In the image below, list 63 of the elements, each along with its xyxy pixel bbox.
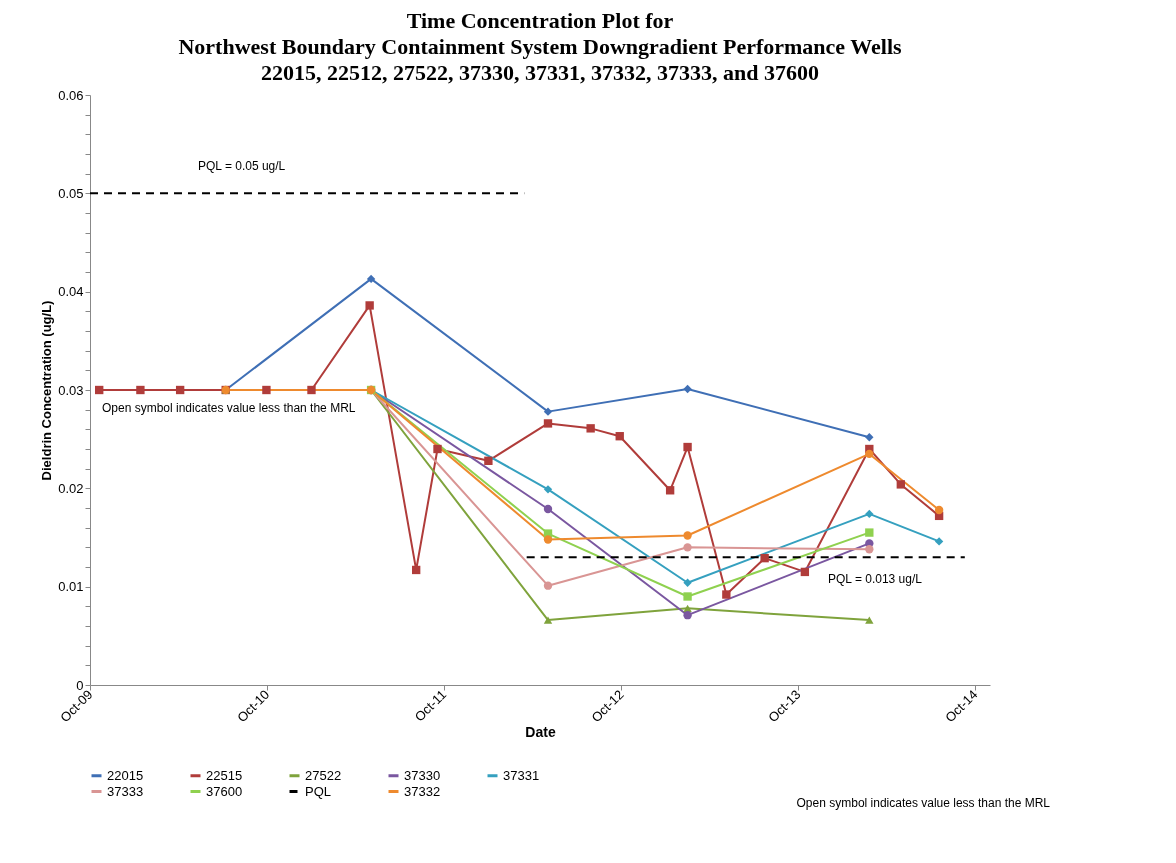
point [543, 535, 553, 544]
legend-label: 37333 [107, 783, 144, 799]
legend-label: 37600 [206, 783, 243, 799]
point [136, 385, 145, 395]
point [175, 385, 185, 395]
point [433, 444, 442, 454]
point [683, 604, 692, 612]
point [683, 531, 692, 540]
y-axis-title: Dieldrin Concentration (ug/L) [39, 300, 55, 481]
point [934, 537, 944, 546]
point [543, 419, 553, 428]
annotation: Open symbol indicates value less than the MRL [102, 400, 356, 415]
y-tick-label: 0.05 [58, 185, 84, 201]
point [484, 456, 493, 465]
point [683, 543, 692, 552]
legend-label: 22015 [107, 767, 144, 783]
point [865, 616, 874, 624]
y-tick-label: 0.01 [58, 579, 84, 595]
point [683, 611, 692, 620]
point [366, 274, 376, 284]
point [865, 433, 874, 442]
point [865, 509, 874, 519]
legend-label: 22515 [206, 767, 243, 783]
point [615, 432, 624, 441]
point [543, 504, 553, 514]
point [683, 578, 692, 587]
point [683, 384, 692, 394]
legend-label: 37330 [404, 767, 441, 783]
point [722, 590, 731, 599]
point [896, 480, 906, 489]
annotation: PQL = 0.013 ug/L [828, 571, 923, 586]
point [865, 528, 874, 537]
point [760, 553, 769, 563]
point [683, 592, 692, 601]
y-tick-label: 0.04 [58, 284, 84, 300]
chart-title: Time Concentration Plot for Northwest Boundary Containment System Downgradient Performance Wells 22015, 22512, 27522, 37330, 37331, 37332, 37333, and 37600 [178, 8, 902, 85]
point [665, 486, 675, 495]
point [543, 616, 553, 624]
point [95, 385, 104, 395]
point [683, 442, 692, 452]
y-tick-label: 0.02 [58, 480, 84, 496]
point [307, 385, 316, 395]
point [411, 565, 421, 575]
point [262, 385, 271, 395]
point [934, 505, 944, 515]
x-axis-title: Date [525, 723, 556, 740]
text: Open symbol indicates value less than the MRL [796, 796, 1051, 810]
point [865, 449, 874, 459]
legend-label: 37331 [503, 767, 540, 783]
point [543, 581, 553, 590]
point [543, 485, 553, 494]
legend-label: PQL [305, 783, 332, 799]
y-tick-label: 0 [76, 677, 84, 693]
point [543, 407, 553, 416]
point [365, 301, 374, 310]
point [586, 424, 595, 433]
y-tick-label: 0.03 [58, 382, 84, 398]
annotation: PQL = 0.05 ug/L [198, 158, 286, 173]
legend-label: 37332 [404, 783, 441, 799]
point [865, 545, 874, 554]
y-tick-label: 0.06 [58, 87, 84, 103]
point [800, 567, 810, 577]
legend-label: 27522 [305, 767, 342, 783]
